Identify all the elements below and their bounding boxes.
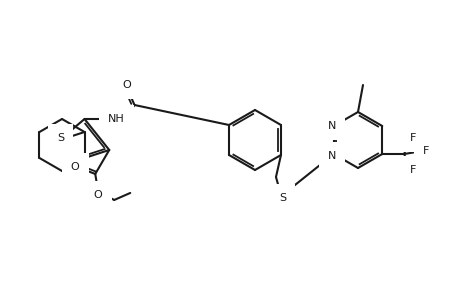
Text: O: O [122,80,131,90]
Text: NH: NH [108,114,125,124]
Text: S: S [279,193,286,203]
Text: O: O [71,162,79,172]
Text: F: F [409,165,415,175]
Text: F: F [409,133,415,143]
Text: O: O [94,190,102,200]
Text: N: N [327,121,335,131]
Text: F: F [422,146,429,156]
Text: N: N [327,151,335,161]
Text: S: S [57,133,64,143]
